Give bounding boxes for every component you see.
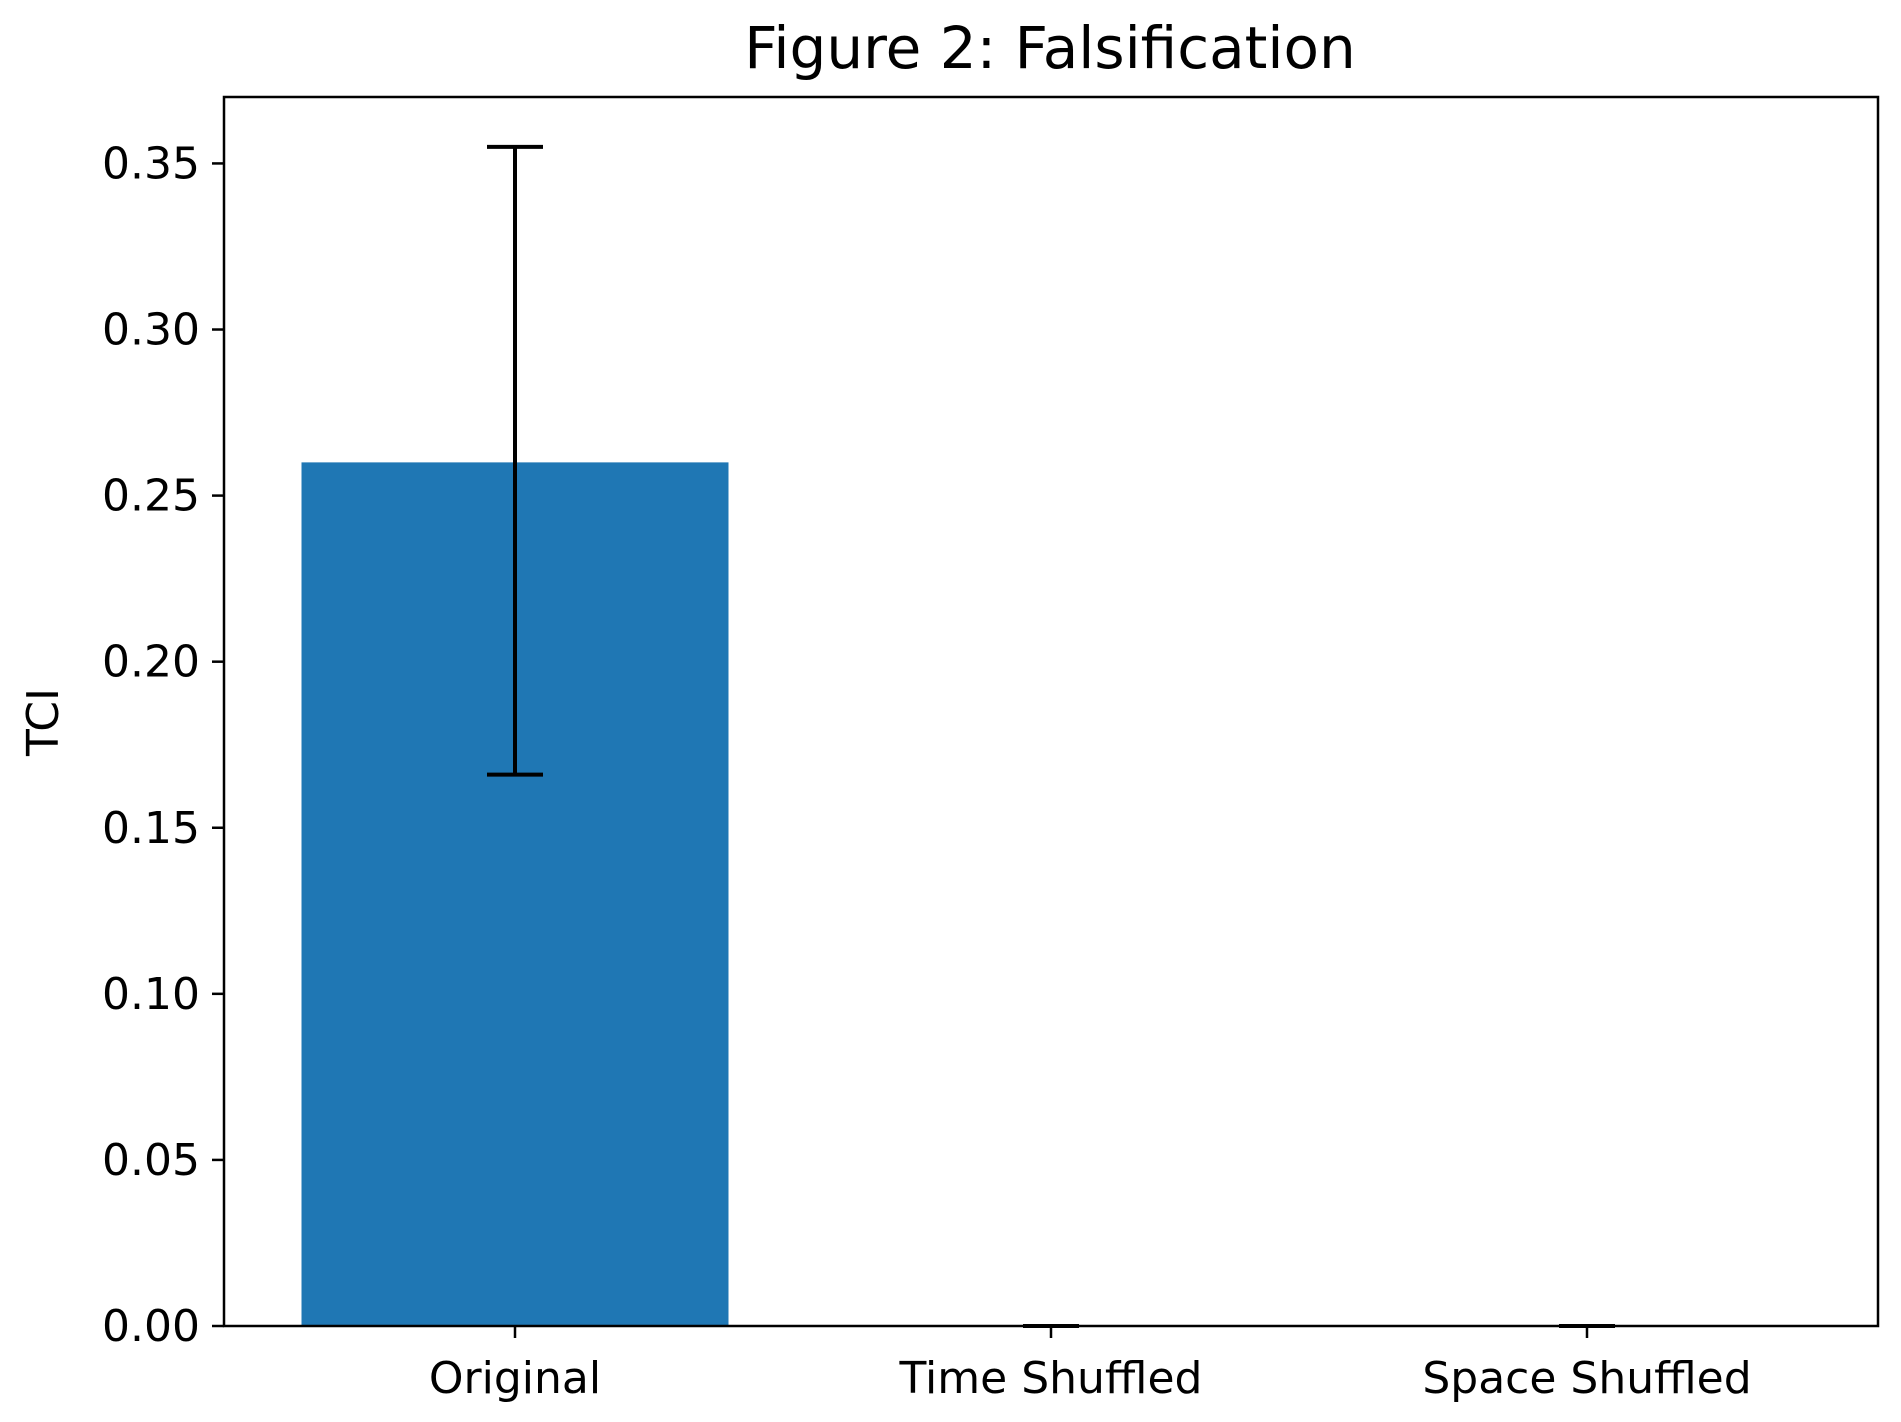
x-tick-label: Original: [429, 1353, 601, 1404]
y-tick-label: 0.35: [102, 138, 200, 189]
error-bar-original: [487, 144, 543, 777]
chart-title: Figure 2: Falsification: [744, 14, 1356, 82]
y-axis-label: TCI: [18, 688, 69, 757]
x-tick-label: Time Shuffled: [899, 1353, 1203, 1404]
y-tick-label: 0.30: [102, 305, 200, 356]
y-tick-label: 0.00: [102, 1301, 200, 1352]
x-tick-label: Space Shuffled: [1422, 1353, 1751, 1404]
y-tick-label: 0.20: [102, 637, 200, 688]
y-tick-label: 0.15: [102, 803, 200, 854]
y-tick-label: 0.05: [102, 1135, 200, 1186]
plot-area: 0.00 0.05 0.10 0.15 0.20 0.25 0.30 0.35 Original…: [102, 95, 1880, 1404]
y-tick-label: 0.10: [102, 969, 200, 1020]
y-tick-label: 0.25: [102, 471, 200, 522]
